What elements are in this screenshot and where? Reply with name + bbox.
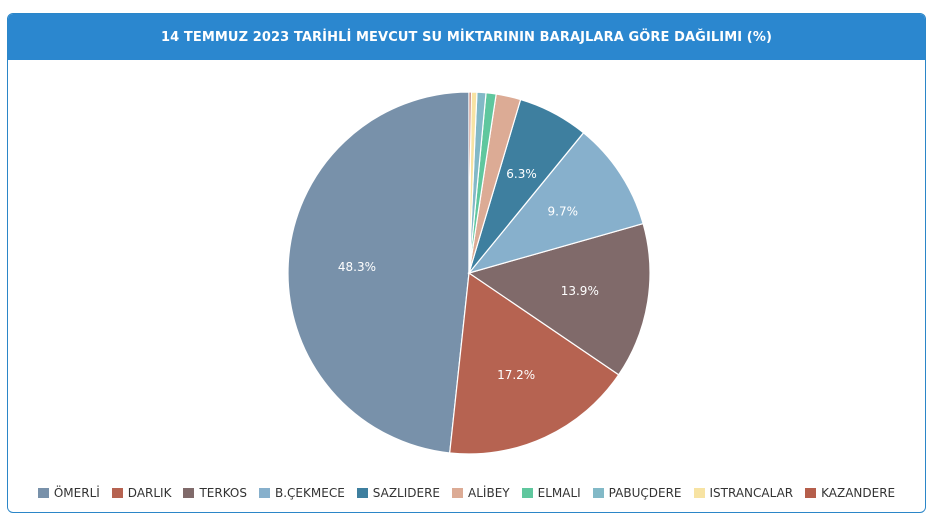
pie-slice-3[interactable] bbox=[467, 222, 651, 376]
legend-label: DARLIK bbox=[127, 486, 172, 500]
legend-label: ÖMERLİ bbox=[53, 486, 100, 500]
legend-swatch bbox=[805, 488, 817, 498]
legend-item-9[interactable]: ISTRANCALAR bbox=[693, 486, 794, 500]
legend-label: TERKOS bbox=[199, 486, 247, 500]
legend-label: KAZANDERE bbox=[821, 486, 896, 500]
legend-label: PABUÇDERE bbox=[608, 486, 682, 500]
legend-swatch bbox=[452, 488, 464, 498]
pie-slice-4[interactable] bbox=[467, 131, 644, 275]
slice-label-3: 13.9% bbox=[561, 284, 599, 298]
legend-swatch bbox=[693, 488, 705, 498]
legend-swatch bbox=[592, 488, 604, 498]
legend-item-4[interactable]: B.ÇEKMECE bbox=[259, 486, 345, 500]
slice-label-4: 9.7% bbox=[548, 204, 579, 218]
slice-label-5: 6.3% bbox=[506, 167, 537, 181]
legend-label: ALİBEY bbox=[468, 486, 510, 500]
pie-slice-10[interactable] bbox=[468, 91, 472, 274]
legend-swatch bbox=[111, 488, 123, 498]
card-header: 14 TEMMUZ 2023 TARİHLİ MEVCUT SU MİKTARI… bbox=[8, 14, 925, 60]
legend-label: B.ÇEKMECE bbox=[275, 486, 345, 500]
legend-item-1[interactable]: ÖMERLİ bbox=[37, 486, 100, 500]
chart-title: 14 TEMMUZ 2023 TARİHLİ MEVCUT SU MİKTARI… bbox=[160, 29, 773, 45]
legend-item-8[interactable]: PABUÇDERE bbox=[592, 486, 682, 500]
legend-swatch bbox=[356, 488, 368, 498]
legend-swatch bbox=[183, 488, 195, 498]
legend-item-10[interactable]: KAZANDERE bbox=[805, 486, 895, 500]
pie-slice-1[interactable] bbox=[287, 91, 470, 454]
legend-item-7[interactable]: ELMALI bbox=[521, 486, 581, 500]
chart-legend: ÖMERLİ DARLIK TERKOS B.ÇEKMECE SAZLIDERE ALİB… bbox=[0, 484, 933, 502]
legend-item-3[interactable]: TERKOS bbox=[183, 486, 247, 500]
pie-slice-2[interactable] bbox=[449, 271, 620, 455]
slice-label-1: 48.3% bbox=[338, 260, 376, 274]
slice-label-2: 17.2% bbox=[497, 368, 535, 382]
legend-item-5[interactable]: SAZLIDERE bbox=[356, 486, 441, 500]
legend-swatch bbox=[521, 488, 533, 498]
legend-swatch bbox=[259, 488, 270, 498]
legend-label: ISTRANCALAR bbox=[709, 486, 794, 500]
legend-label: ELMALI bbox=[537, 486, 581, 500]
legend-item-2[interactable]: DARLIK bbox=[111, 486, 172, 500]
legend-item-6[interactable]: ALİBEY bbox=[452, 486, 510, 500]
legend-label: SAZLIDERE bbox=[372, 486, 441, 500]
legend-swatch bbox=[37, 488, 49, 498]
